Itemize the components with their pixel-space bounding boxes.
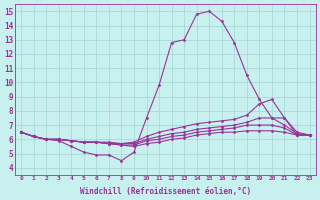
X-axis label: Windchill (Refroidissement éolien,°C): Windchill (Refroidissement éolien,°C) xyxy=(80,187,251,196)
